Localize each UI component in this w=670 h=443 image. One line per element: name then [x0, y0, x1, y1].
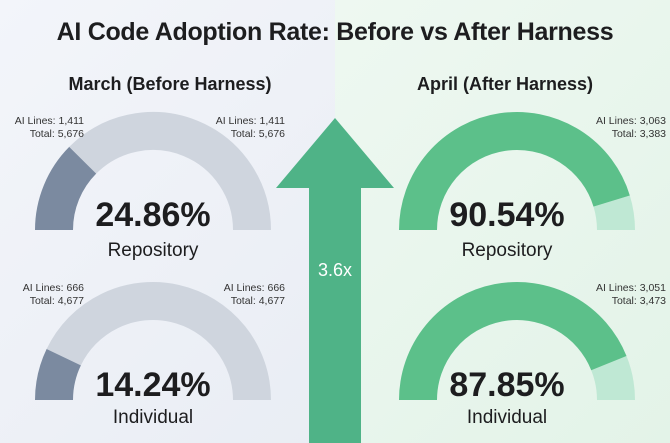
label-march-repository: Repository — [107, 240, 199, 261]
gauge-fill — [399, 112, 630, 231]
gauge-april-repository — [399, 112, 635, 231]
ai-lines-note-april-individual: AI Lines: 3,051 Total: 3,473 — [586, 282, 666, 308]
ai-lines-text: AI Lines: 3,063 — [595, 115, 666, 127]
total-text: Total: 3,383 — [611, 128, 666, 140]
ai-lines-note-march-individual-left: AI Lines: 666 Total: 4,677 — [4, 282, 84, 308]
ai-lines-text: AI Lines: 1,411 — [215, 115, 285, 127]
gauge-fill — [399, 282, 627, 401]
percent-april-individual: 87.85% — [449, 366, 565, 404]
percent-april-repository: 90.54% — [449, 196, 565, 234]
label-april-repository: Repository — [461, 240, 553, 261]
gauge-track — [69, 112, 271, 231]
total-text: Total: 4,677 — [230, 295, 285, 307]
gauge-fill — [35, 146, 97, 231]
ai-lines-text: AI Lines: 3,051 — [595, 282, 666, 294]
percent-march-individual: 14.24% — [95, 366, 211, 404]
gauge-track — [590, 356, 635, 401]
gauge-march-individual — [35, 282, 271, 401]
multiplier-label: 3.6x — [317, 260, 353, 280]
gauge-fill — [35, 348, 82, 401]
after-panel-title: April (After Harness) — [416, 74, 594, 94]
gauge-april-individual — [399, 282, 635, 401]
ai-lines-text: AI Lines: 666 — [223, 282, 285, 294]
label-march-individual: Individual — [112, 407, 194, 428]
total-text: Total: 4,677 — [29, 295, 84, 307]
ai-lines-note-april-repository: AI Lines: 3,063 Total: 3,383 — [586, 115, 666, 141]
before-panel-title: March (Before Harness) — [68, 74, 272, 94]
ai-lines-note-march-individual-right: AI Lines: 666 Total: 4,677 — [205, 282, 285, 308]
total-text: Total: 3,473 — [611, 295, 666, 307]
chart-title: AI Code Adoption Rate: Before vs After H… — [56, 18, 614, 46]
ai-lines-text: AI Lines: 666 — [22, 282, 84, 294]
ai-lines-note-march-repository-left: AI Lines: 1,411 Total: 5,676 — [4, 115, 84, 141]
ai-lines-note-march-repository-right: AI Lines: 1,411 Total: 5,676 — [205, 115, 285, 141]
gauge-march-repository — [35, 112, 271, 231]
label-april-individual: Individual — [466, 407, 548, 428]
total-text: Total: 5,676 — [230, 128, 285, 140]
gauge-track — [593, 195, 635, 231]
percent-march-repository: 24.86% — [95, 196, 211, 234]
improvement-arrow — [276, 118, 394, 443]
total-text: Total: 5,676 — [29, 128, 84, 140]
ai-lines-text: AI Lines: 1,411 — [14, 115, 84, 127]
gauge-track — [46, 282, 271, 401]
